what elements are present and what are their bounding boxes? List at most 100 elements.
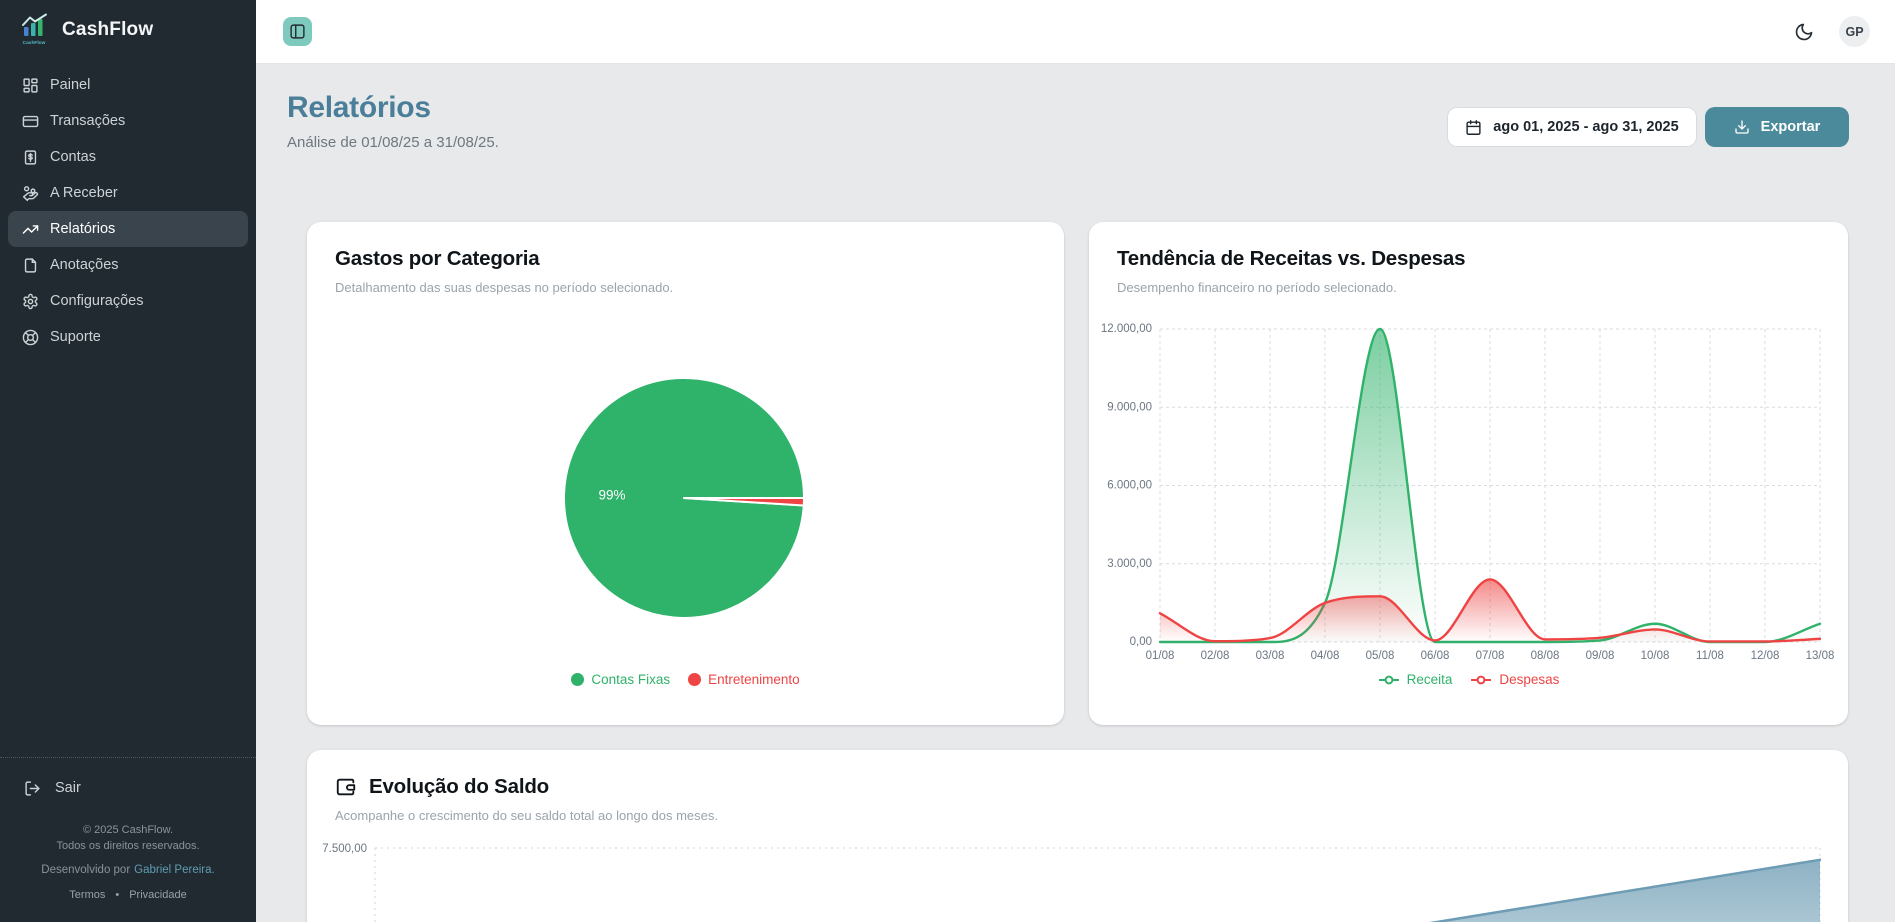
svg-text:05/08: 05/08 [1366, 650, 1395, 662]
logo-caption: CashFlow [23, 40, 46, 46]
svg-text:04/08: 04/08 [1311, 650, 1340, 662]
legend-label: Entretenimento [708, 672, 800, 687]
balance-chart: 7.500,00 [322, 843, 1822, 922]
sidebar-nav: Painel Transações Contas A Receber Relatório… [8, 67, 248, 355]
logout-icon [24, 780, 41, 797]
trend-chart: 0,00 3.000,00 6.000,00 9.000,00 12.000,00 01/… [1101, 323, 1835, 662]
svg-text:12/08: 12/08 [1751, 650, 1780, 662]
card-title: Gastos por Categoria [335, 247, 540, 270]
svg-text:03/08: 03/08 [1256, 650, 1285, 662]
main-content: Relatórios Análise de 01/08/25 a 31/08/2… [256, 64, 1895, 922]
page-title: Relatórios [287, 91, 431, 124]
credit-card-icon [22, 113, 39, 130]
sidebar-item-relatorios[interactable]: Relatórios [8, 211, 248, 247]
legend-label: Despesas [1499, 672, 1560, 687]
legal-links: Termos • Privacidade [0, 887, 256, 903]
card-head: Tendência de Receitas vs. Despesas Desem… [1117, 246, 1820, 295]
legend-dot [688, 673, 702, 686]
logo-text: CashFlow [62, 19, 154, 40]
svg-text:0,00: 0,00 [1130, 636, 1152, 648]
sidebar-item-suporte[interactable]: Suporte [8, 319, 248, 355]
legend-label: Receita [1406, 672, 1453, 687]
sidebar: CashFlow CashFlow Painel Transações Contas… [0, 0, 256, 922]
sidebar-item-label: Transações [50, 113, 126, 129]
sidebar-toggle-button[interactable] [283, 17, 312, 46]
sidebar-item-painel[interactable]: Painel [8, 67, 248, 103]
logo: CashFlow CashFlow [20, 12, 153, 48]
developer-link[interactable]: Gabriel Pereira. [134, 864, 215, 876]
developed-by: Desenvolvido por Gabriel Pereira. [0, 862, 256, 878]
card-title: Evolução do Saldo [369, 775, 549, 798]
receipt-dollar-icon [22, 149, 39, 166]
balance-y-tick-label: 7.500,00 [322, 843, 367, 855]
trend-x-tick-labels: 01/08 02/08 03/08 04/08 05/08 06/08 07/08 08/08… [1146, 650, 1835, 662]
dot-separator: • [115, 889, 120, 901]
sidebar-item-label: Painel [50, 77, 91, 93]
balance-area [1436, 859, 1820, 922]
sidebar-item-contas[interactable]: Contas [8, 139, 248, 175]
trend-y-tick-labels: 0,00 3.000,00 6.000,00 9.000,00 12.000,00 [1101, 323, 1152, 648]
svg-text:07/08: 07/08 [1476, 650, 1505, 662]
life-buoy-icon [22, 329, 39, 346]
sidebar-item-label: Anotações [50, 257, 119, 273]
pie-data-label: 99% [598, 487, 625, 502]
sidebar-item-sair[interactable]: Sair [8, 770, 248, 806]
calendar-icon [1465, 119, 1482, 136]
legend-item-entretenimento[interactable]: Entretenimento [688, 672, 800, 687]
page-subtitle: Análise de 01/08/25 a 31/08/25. [287, 134, 499, 151]
svg-text:6.000,00: 6.000,00 [1107, 480, 1152, 492]
privacy-link[interactable]: Privacidade [129, 889, 187, 901]
svg-text:9.000,00: 9.000,00 [1107, 401, 1152, 413]
pie-chart: 99% [563, 376, 805, 619]
hand-coins-icon [22, 185, 39, 202]
card-balance-evolution: Evolução do Saldo Acompanhe o cresciment… [307, 750, 1848, 922]
theme-toggle-button[interactable] [1787, 15, 1821, 49]
svg-text:08/08: 08/08 [1531, 650, 1560, 662]
rights-text: Todos os direitos reservados. [56, 840, 200, 852]
sidebar-item-label: Configurações [50, 293, 144, 309]
pie-legend: Contas Fixas Entretenimento [307, 672, 1064, 687]
copyright-text: © 2025 CashFlow. [82, 824, 174, 836]
svg-text:3.000,00: 3.000,00 [1107, 558, 1152, 570]
card-income-vs-expenses: Tendência de Receitas vs. Despesas Desem… [1089, 222, 1848, 725]
moon-icon [1794, 22, 1814, 42]
svg-text:12.000,00: 12.000,00 [1101, 323, 1152, 335]
legend-item-despesas[interactable]: Despesas [1470, 672, 1559, 687]
card-title: Tendência de Receitas vs. Despesas [1117, 247, 1466, 270]
date-range-label: ago 01, 2025 - ago 31, 2025 [1493, 119, 1679, 135]
sidebar-item-a-receber[interactable]: A Receber [8, 175, 248, 211]
export-button[interactable]: Exportar [1705, 107, 1849, 147]
sidebar-item-label: A Receber [50, 185, 118, 201]
sidebar-item-transacoes[interactable]: Transações [8, 103, 248, 139]
date-range-button[interactable]: ago 01, 2025 - ago 31, 2025 [1447, 107, 1697, 147]
logout-label: Sair [55, 780, 81, 796]
sidebar-item-anotacoes[interactable]: Anotações [8, 247, 248, 283]
sidebar-item-label: Contas [50, 149, 96, 165]
wallet-icon [335, 776, 357, 798]
card-subtitle: Desempenho financeiro no período selecio… [1117, 280, 1397, 295]
sidebar-item-configuracoes[interactable]: Configurações [8, 283, 248, 319]
pie-slice-entretenimento[interactable] [683, 497, 805, 507]
gear-icon [22, 293, 39, 310]
download-icon [1734, 119, 1750, 135]
card-subtitle: Acompanhe o crescimento do seu saldo tot… [335, 808, 719, 823]
trending-up-icon [22, 221, 39, 238]
developed-prefix: Desenvolvido por [41, 864, 131, 876]
series-despesas-line[interactable] [1158, 578, 1822, 643]
svg-text:11/08: 11/08 [1696, 650, 1724, 662]
file-icon [22, 257, 39, 274]
legend-item-receita[interactable]: Receita [1378, 672, 1453, 687]
legend-label: Contas Fixas [591, 672, 671, 687]
card-subtitle: Detalhamento das suas despesas no períod… [335, 280, 674, 295]
balance-line[interactable] [895, 858, 1822, 922]
svg-text:02/08: 02/08 [1201, 650, 1230, 662]
terms-link[interactable]: Termos [69, 889, 106, 901]
legend-item-contas-fixas[interactable]: Contas Fixas [571, 672, 670, 687]
avatar[interactable]: GP [1839, 16, 1870, 47]
legend-dot [571, 673, 585, 686]
topbar: GP [256, 0, 1895, 64]
card-head: Gastos por Categoria Detalhamento das su… [335, 246, 1036, 295]
export-label: Exportar [1760, 119, 1821, 135]
sidebar-item-label: Suporte [50, 329, 101, 345]
